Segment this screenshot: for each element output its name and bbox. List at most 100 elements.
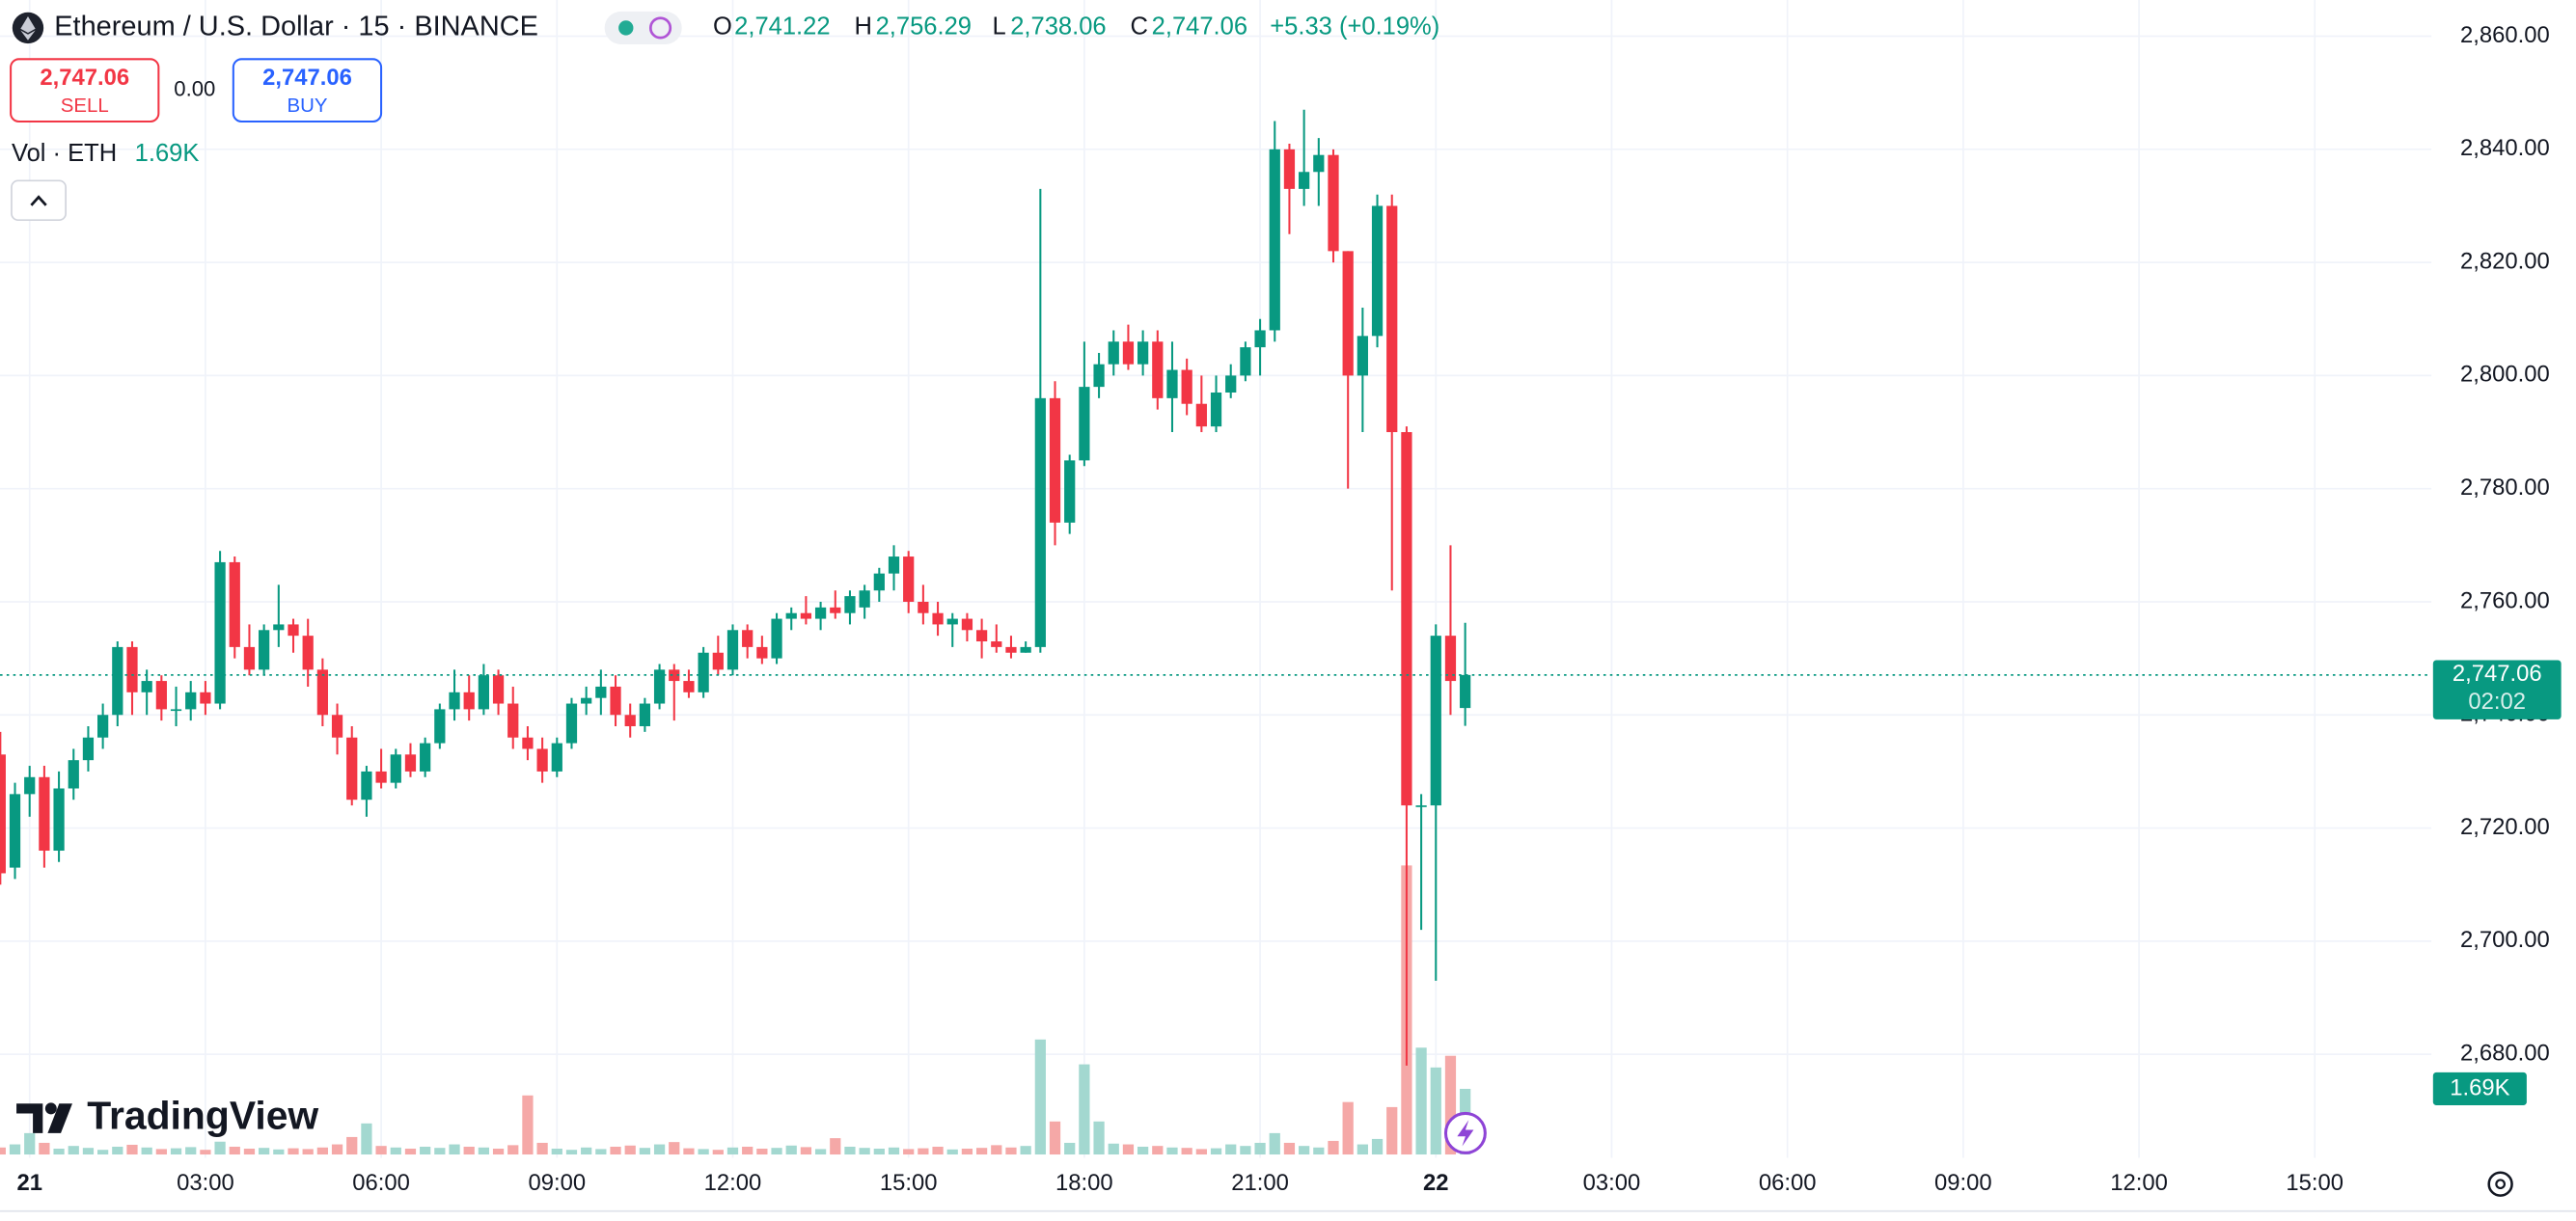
axes: 21 03:00 06:00 09:00 12:00 15:00 18:00 21:00 22 0… — [0, 22, 2562, 1196]
settings-icon[interactable] — [2487, 1171, 2513, 1197]
volume-bar — [24, 1132, 36, 1155]
header: Ethereum / U.S. Dollar · 15 · BINANCE O … — [10, 11, 1439, 222]
x-tick-label: 03:00 — [1583, 1170, 1641, 1196]
candle-body — [918, 601, 929, 613]
volume-bar — [155, 1149, 167, 1155]
candle-body — [991, 641, 1002, 647]
x-tick-label: 06:00 — [352, 1170, 410, 1196]
candle-body — [1195, 403, 1207, 427]
y-tick-label: 2,840.00 — [2460, 135, 2550, 161]
volume-bar — [1020, 1146, 1031, 1155]
volume-bar — [698, 1149, 709, 1155]
volume-bar — [1240, 1146, 1251, 1155]
candle-body — [536, 748, 548, 772]
volume-bar — [536, 1142, 548, 1155]
candle-body — [1269, 149, 1280, 331]
volume-bar — [1342, 1101, 1354, 1155]
candle-body — [1342, 251, 1354, 376]
candle-body — [522, 737, 534, 749]
candle-body — [1444, 636, 1457, 682]
volume-bar — [1210, 1148, 1222, 1155]
volume-bar — [653, 1144, 666, 1155]
candle-body — [1152, 341, 1164, 398]
x-tick-label: 21:00 — [1231, 1170, 1289, 1196]
volume-bar — [141, 1147, 152, 1155]
candle-body — [1225, 375, 1237, 393]
x-tick-label: 12:00 — [704, 1170, 762, 1196]
sell-price: 2,747.06 — [40, 65, 129, 91]
volume-bar — [1444, 1055, 1457, 1155]
volume-bar — [1093, 1121, 1105, 1155]
candle-body — [1430, 636, 1441, 806]
candle-body — [830, 607, 841, 613]
symbol-title[interactable]: Ethereum / U.S. Dollar · 15 · BINANCE — [54, 12, 538, 42]
volume-bar — [756, 1148, 768, 1155]
candle-body — [814, 607, 827, 619]
candle-body — [946, 618, 958, 625]
volume-bar — [1254, 1142, 1266, 1155]
candle-body — [68, 760, 79, 789]
volume-bar — [1371, 1138, 1384, 1155]
volume-bar — [683, 1148, 695, 1155]
volume-bar — [1357, 1144, 1368, 1155]
candle-body — [756, 646, 768, 659]
candle-body — [595, 686, 607, 698]
candle-body — [1313, 154, 1325, 173]
candle-body — [39, 776, 50, 852]
candle-body — [449, 692, 460, 710]
ohlc-value: 2,738.06 — [1010, 14, 1106, 41]
ohlc-value: 2,747.06 — [1152, 14, 1247, 41]
volume-bar — [507, 1145, 519, 1155]
volume-bar — [316, 1147, 328, 1155]
volume-bar — [1283, 1142, 1296, 1155]
candle-body — [785, 612, 797, 619]
candle-body — [390, 754, 401, 783]
status-pill[interactable] — [604, 11, 682, 44]
volume-bar — [1064, 1142, 1076, 1155]
ohlc-value: 2,741.22 — [734, 14, 830, 41]
volume-bar — [185, 1147, 197, 1155]
volume-bar — [814, 1149, 827, 1155]
x-tick-label: 18:00 — [1055, 1170, 1113, 1196]
volume-bar — [346, 1136, 358, 1155]
brand: TradingView — [16, 1093, 318, 1137]
volume-bar — [9, 1144, 21, 1155]
candle-body — [507, 703, 519, 738]
volume-bar — [918, 1148, 929, 1155]
buy-label: BUY — [287, 95, 327, 117]
candle-body — [1460, 674, 1471, 709]
volume-bar — [1122, 1144, 1135, 1155]
buy-button[interactable] — [232, 58, 383, 123]
candle-body — [155, 681, 167, 710]
y-tick-label: 2,800.00 — [2460, 362, 2550, 388]
ohlc-key: C — [1131, 14, 1148, 41]
sell-label: SELL — [61, 95, 109, 117]
volume-bar — [1166, 1147, 1178, 1155]
volume-bar — [390, 1147, 401, 1155]
candles — [0, 109, 1471, 1066]
volume-bar — [1430, 1067, 1441, 1155]
volume-bar — [726, 1147, 739, 1155]
volume-bar — [1299, 1146, 1310, 1155]
candle-body — [1137, 341, 1149, 365]
brand-name: TradingView — [87, 1093, 318, 1137]
volume-bar — [565, 1150, 578, 1155]
candle-body — [463, 692, 475, 710]
y-tick-label: 2,700.00 — [2460, 927, 2550, 953]
volume-bar — [639, 1148, 651, 1155]
candle-body — [112, 646, 123, 716]
volume-bar — [449, 1144, 460, 1155]
candle-body — [170, 709, 182, 712]
candle-body — [683, 681, 695, 692]
candle-body — [229, 561, 240, 647]
volume-bar — [1415, 1047, 1427, 1155]
candle-body — [273, 624, 285, 631]
buy-price: 2,747.06 — [262, 65, 352, 91]
candle-body — [9, 794, 21, 868]
last-price-badge — [2432, 660, 2562, 719]
sell-button[interactable] — [10, 58, 160, 123]
x-tick-label: 09:00 — [528, 1170, 586, 1196]
collapse-button[interactable] — [11, 179, 67, 222]
ohlc-key: O — [713, 14, 732, 41]
volume-bar — [361, 1123, 372, 1155]
